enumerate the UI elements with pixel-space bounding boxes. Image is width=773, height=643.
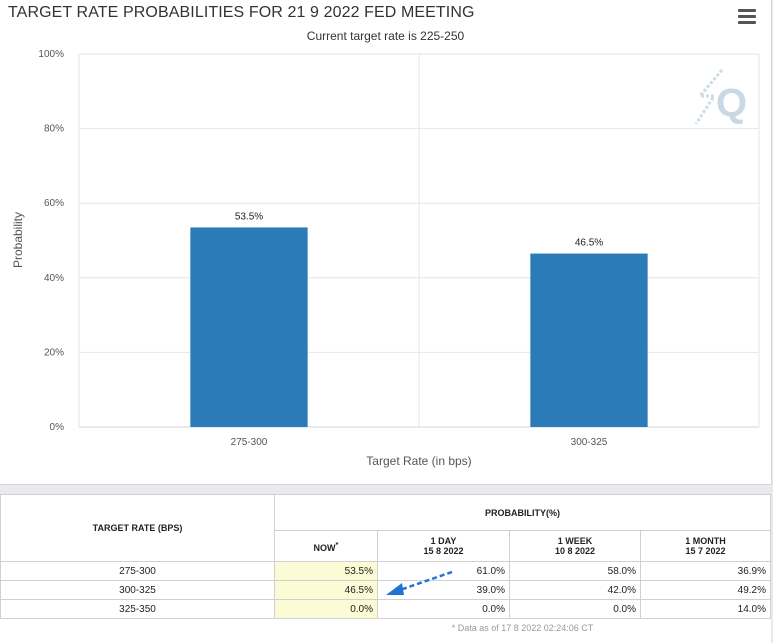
cell-1-day: 0.0% xyxy=(377,599,510,619)
svg-text:Q: Q xyxy=(716,81,747,125)
probability-table: TARGET RATE (BPS) PROBABILITY(%) NOW* 1 … xyxy=(0,494,771,636)
quikstrike-logo-icon: Q xyxy=(694,69,747,125)
table-row: 300-325 46.5% 39.0% 42.0% 49.2% xyxy=(0,580,771,600)
header-1-month: 1 MONTH 15 7 2022 xyxy=(640,530,771,562)
cell-rate: 275-300 xyxy=(0,561,275,581)
cell-1-week: 42.0% xyxy=(509,580,641,600)
header-now: NOW* xyxy=(274,530,378,562)
cell-1-month: 14.0% xyxy=(640,599,771,619)
y-tick-label: 0% xyxy=(50,422,65,433)
cell-now: 46.5% xyxy=(274,580,378,600)
data-label: 53.5% xyxy=(235,211,263,222)
cell-1-week: 0.0% xyxy=(509,599,641,619)
bar-275-300[interactable] xyxy=(190,227,308,427)
y-tick-label: 100% xyxy=(38,49,64,60)
cell-1-day: 39.0% xyxy=(377,580,510,600)
chart-panel: TARGET RATE PROBABILITIES FOR 21 9 2022 … xyxy=(0,0,772,485)
gridlines xyxy=(78,53,760,428)
y-tick-label: 80% xyxy=(44,124,64,135)
cell-rate: 300-325 xyxy=(0,580,275,600)
probability-table-panel: TARGET RATE (BPS) PROBABILITY(%) NOW* 1 … xyxy=(0,494,771,643)
header-probability: PROBABILITY(%) xyxy=(274,494,771,531)
hamburger-menu-icon[interactable] xyxy=(738,9,756,25)
x-axis-label: Target Rate (in bps) xyxy=(366,454,471,468)
header-target-rate: TARGET RATE (BPS) xyxy=(0,494,275,562)
cell-1-day: 61.0% xyxy=(377,561,510,581)
bar-300-325[interactable] xyxy=(530,253,648,427)
bar-chart: Q 53.5% 46.5% 0% 20% 40% 60% 80% 100% 275-300 3… xyxy=(11,49,760,468)
header-1-week: 1 WEEK 10 8 2022 xyxy=(509,530,641,562)
cell-now: 53.5% xyxy=(274,561,378,581)
data-footnote: * Data as of 17 8 2022 02:24:06 CT xyxy=(451,622,594,633)
table-row: 275-300 53.5% 61.0% 58.0% 36.9% xyxy=(0,561,771,581)
header-1-day: 1 DAY 15 8 2022 xyxy=(377,530,510,562)
chart-subtitle: Current target rate is 225-250 xyxy=(306,29,465,43)
cell-1-week: 58.0% xyxy=(509,561,641,581)
chart-title: TARGET RATE PROBABILITIES FOR 21 9 2022 … xyxy=(8,4,475,21)
y-tick-label: 60% xyxy=(44,198,64,209)
cell-1-month: 49.2% xyxy=(640,580,771,600)
table-row: 325-350 0.0% 0.0% 0.0% 14.0% xyxy=(0,599,771,619)
cell-rate: 325-350 xyxy=(0,599,275,619)
y-tick-label: 40% xyxy=(44,273,64,284)
x-tick-label: 275-300 xyxy=(231,437,268,448)
y-tick-label: 20% xyxy=(44,347,64,358)
cell-now: 0.0% xyxy=(274,599,378,619)
data-label: 46.5% xyxy=(575,238,603,249)
x-tick-label: 300-325 xyxy=(571,437,608,448)
y-axis-label: Probability xyxy=(11,212,25,268)
cell-1-month: 36.9% xyxy=(640,561,771,581)
